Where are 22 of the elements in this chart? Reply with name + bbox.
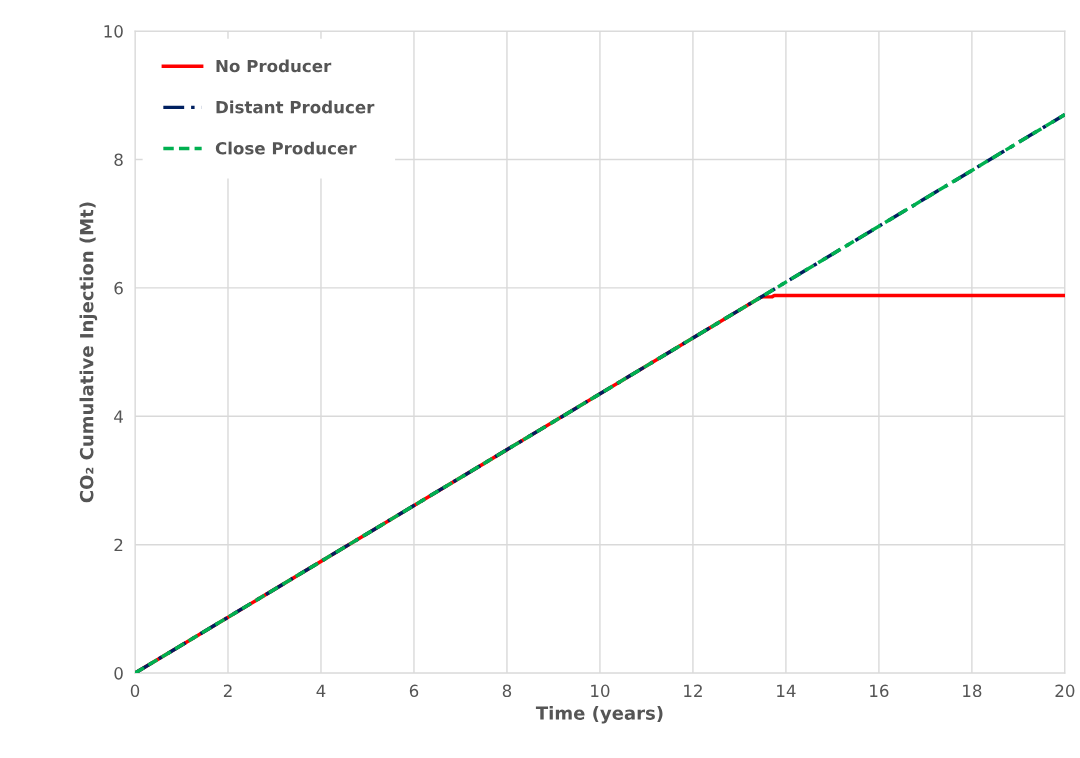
x-tick-label: 10 xyxy=(591,684,610,698)
y-tick-label: 4 xyxy=(114,410,123,423)
y-tick-label: 2 xyxy=(114,538,123,552)
x-tick-label: 4 xyxy=(316,684,326,697)
y-tick-label: 10 xyxy=(104,25,123,38)
x-tick-label: 2 xyxy=(223,684,232,697)
x-tick-label: 18 xyxy=(963,684,982,698)
x-tick-label: 16 xyxy=(870,684,889,698)
legend-label: Close Producer xyxy=(215,141,357,155)
legend-label: Distant Producer xyxy=(216,100,375,114)
y-tick-label: 8 xyxy=(114,153,123,167)
x-tick-label: 20 xyxy=(1055,684,1075,698)
x-tick-label: 12 xyxy=(684,684,702,697)
x-axis-title: Time (years) xyxy=(535,705,663,724)
y-tick-label: 6 xyxy=(114,281,123,295)
x-tick-label: 6 xyxy=(409,684,419,698)
x-tick-label: 14 xyxy=(777,684,796,697)
x-tick-label: 8 xyxy=(502,684,512,698)
y-axis-title: CO₂ Cumulative Injection (Mt) xyxy=(79,202,98,503)
y-tick-label: 0 xyxy=(114,667,123,680)
legend-label: No Producer xyxy=(216,59,332,73)
x-tick-label: 0 xyxy=(130,684,140,698)
